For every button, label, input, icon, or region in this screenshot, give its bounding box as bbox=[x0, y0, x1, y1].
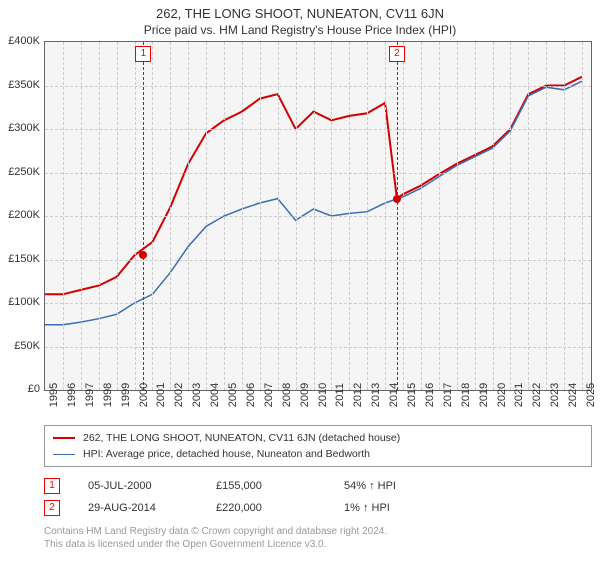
legend-label: 262, THE LONG SHOOT, NUNEATON, CV11 6JN … bbox=[83, 432, 400, 444]
x-tick-label: 2014 bbox=[388, 383, 400, 407]
table-row: 2 29-AUG-2014 £220,000 1% ↑ HPI bbox=[44, 497, 592, 519]
x-tick-label: 2021 bbox=[513, 383, 525, 407]
x-tick-label: 2000 bbox=[138, 383, 150, 407]
table-row: 1 05-JUL-2000 £155,000 54% ↑ HPI bbox=[44, 475, 592, 497]
sale-number-box: 1 bbox=[44, 478, 60, 494]
sale-hpi-diff: 1% ↑ HPI bbox=[344, 502, 444, 514]
x-tick-label: 2013 bbox=[370, 383, 382, 407]
y-tick-label: £0 bbox=[28, 383, 40, 395]
x-tick-label: 1995 bbox=[48, 383, 60, 407]
x-tick-label: 2020 bbox=[496, 383, 508, 407]
x-tick-label: 2004 bbox=[209, 383, 221, 407]
sale-dot bbox=[393, 195, 401, 203]
sale-reference-line bbox=[143, 42, 144, 390]
legend: 262, THE LONG SHOOT, NUNEATON, CV11 6JN … bbox=[44, 425, 592, 467]
sale-number-box: 2 bbox=[44, 500, 60, 516]
x-tick-label: 2016 bbox=[424, 383, 436, 407]
x-tick-label: 2001 bbox=[155, 383, 167, 407]
sales-table: 1 05-JUL-2000 £155,000 54% ↑ HPI 2 29-AU… bbox=[44, 475, 592, 519]
copyright: Contains HM Land Registry data © Crown c… bbox=[44, 525, 600, 551]
x-tick-label: 2010 bbox=[317, 383, 329, 407]
x-tick-label: 2007 bbox=[263, 383, 275, 407]
sale-date: 29-AUG-2014 bbox=[88, 502, 188, 514]
x-tick-label: 2024 bbox=[567, 383, 579, 407]
x-tick-label: 2012 bbox=[352, 383, 364, 407]
x-tick-label: 2023 bbox=[549, 383, 561, 407]
legend-item: HPI: Average price, detached house, Nune… bbox=[53, 446, 583, 462]
legend-swatch bbox=[53, 437, 75, 439]
x-tick-label: 1996 bbox=[66, 383, 78, 407]
sale-hpi-diff: 54% ↑ HPI bbox=[344, 480, 444, 492]
x-tick-label: 2015 bbox=[406, 383, 418, 407]
sale-marker-box: 2 bbox=[389, 46, 405, 62]
legend-label: HPI: Average price, detached house, Nune… bbox=[83, 448, 370, 460]
x-tick-label: 1997 bbox=[84, 383, 96, 407]
y-tick-label: £250K bbox=[8, 166, 40, 178]
y-tick-label: £100K bbox=[8, 296, 40, 308]
y-tick-label: £300K bbox=[8, 122, 40, 134]
sale-reference-line bbox=[397, 42, 398, 390]
x-tick-label: 2003 bbox=[191, 383, 203, 407]
x-tick-label: 1998 bbox=[102, 383, 114, 407]
y-tick-label: £350K bbox=[8, 79, 40, 91]
plot-area: 12 bbox=[44, 41, 592, 391]
x-tick-label: 2009 bbox=[299, 383, 311, 407]
x-tick-label: 2002 bbox=[173, 383, 185, 407]
x-tick-label: 2019 bbox=[478, 383, 490, 407]
x-tick-label: 2022 bbox=[531, 383, 543, 407]
legend-item: 262, THE LONG SHOOT, NUNEATON, CV11 6JN … bbox=[53, 430, 583, 446]
x-tick-label: 2006 bbox=[245, 383, 257, 407]
x-tick-label: 1999 bbox=[120, 383, 132, 407]
sale-marker-box: 1 bbox=[135, 46, 151, 62]
y-tick-label: £400K bbox=[8, 35, 40, 47]
x-tick-label: 2008 bbox=[281, 383, 293, 407]
x-tick-label: 2005 bbox=[227, 383, 239, 407]
sale-price: £155,000 bbox=[216, 480, 316, 492]
x-tick-label: 2011 bbox=[334, 383, 346, 407]
chart-subtitle: Price paid vs. HM Land Registry's House … bbox=[0, 23, 600, 37]
sale-date: 05-JUL-2000 bbox=[88, 480, 188, 492]
copyright-line: Contains HM Land Registry data © Crown c… bbox=[44, 525, 600, 538]
chart-title: 262, THE LONG SHOOT, NUNEATON, CV11 6JN bbox=[0, 6, 600, 21]
legend-swatch bbox=[53, 454, 75, 455]
sale-dot bbox=[139, 251, 147, 259]
chart-container: 262, THE LONG SHOOT, NUNEATON, CV11 6JN … bbox=[0, 6, 600, 566]
x-tick-label: 2017 bbox=[442, 383, 454, 407]
copyright-line: This data is licensed under the Open Gov… bbox=[44, 538, 600, 551]
y-tick-label: £200K bbox=[8, 209, 40, 221]
sale-price: £220,000 bbox=[216, 502, 316, 514]
x-tick-label: 2018 bbox=[460, 383, 472, 407]
x-tick-label: 2025 bbox=[585, 383, 597, 407]
y-tick-label: £50K bbox=[14, 340, 40, 352]
y-tick-label: £150K bbox=[8, 253, 40, 265]
